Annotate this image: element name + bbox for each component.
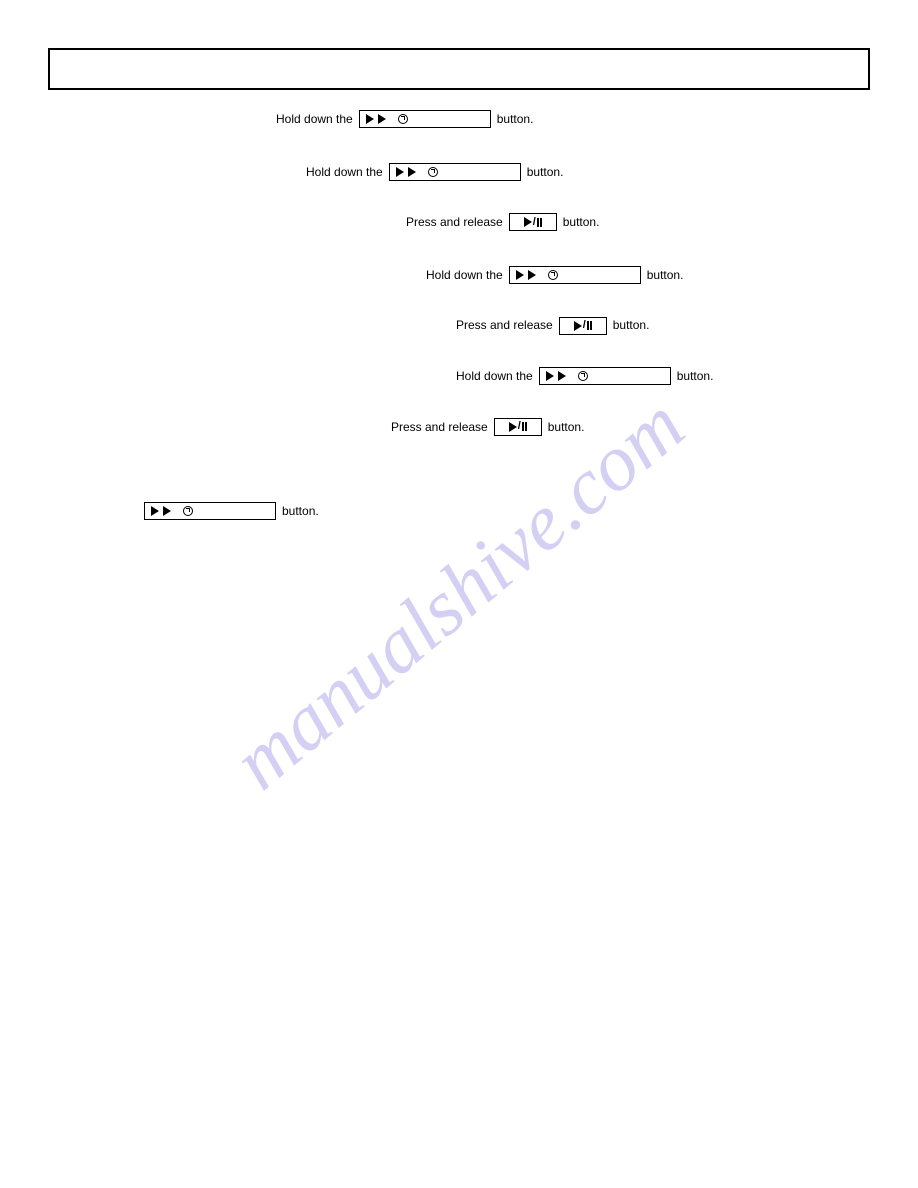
step-text-before: Hold down the (306, 163, 383, 182)
section-title-box (48, 48, 870, 90)
clock-icon (548, 270, 558, 280)
step-text-after: button. (647, 266, 684, 285)
clock-icon (428, 167, 438, 177)
pause-icon (537, 218, 542, 227)
step-row: Press and release / button. (96, 418, 822, 437)
skip-clock-button[interactable] (509, 266, 641, 284)
play-icon (509, 422, 517, 432)
fast-forward-icon (366, 114, 408, 124)
step-row: Press and release / button. (96, 213, 822, 232)
step-row: button. (96, 502, 822, 521)
step-text-after: button. (527, 163, 564, 182)
play-pause-button[interactable]: / (494, 418, 542, 436)
step-text-before: Hold down the (456, 367, 533, 386)
fast-forward-icon (546, 371, 588, 381)
step-row: Hold down the button. (96, 367, 822, 386)
step-text-after: button. (282, 502, 319, 521)
fast-forward-icon (396, 167, 438, 177)
clock-icon (398, 114, 408, 124)
step-text-after: button. (548, 418, 585, 437)
step-row: Hold down the button. (96, 266, 822, 285)
page-container: Hold down the button. Hold down the butt… (0, 0, 918, 551)
step-row: Hold down the button. (96, 163, 822, 182)
skip-clock-button[interactable] (539, 367, 671, 385)
content-area: Hold down the button. Hold down the butt… (48, 110, 870, 521)
fast-forward-icon (516, 270, 558, 280)
slash-icon: / (518, 418, 521, 435)
step-text-after: button. (677, 367, 714, 386)
step-text-before: Press and release (406, 213, 503, 232)
slash-icon: / (583, 317, 586, 334)
play-pause-button[interactable]: / (559, 317, 607, 335)
pause-icon (522, 422, 527, 431)
step-row: Press and release / button. (96, 316, 822, 335)
clock-icon (578, 371, 588, 381)
step-text-before: Hold down the (426, 266, 503, 285)
play-icon (574, 321, 582, 331)
play-icon (524, 217, 532, 227)
fast-forward-icon (151, 506, 193, 516)
skip-clock-button[interactable] (144, 502, 276, 520)
step-text-after: button. (613, 316, 650, 335)
step-text-before: Hold down the (276, 110, 353, 129)
play-pause-button[interactable]: / (509, 213, 557, 231)
skip-clock-button[interactable] (389, 163, 521, 181)
step-text-after: button. (497, 110, 534, 129)
slash-icon: / (533, 214, 536, 231)
step-text-before: Press and release (456, 316, 553, 335)
step-text-after: button. (563, 213, 600, 232)
skip-clock-button[interactable] (359, 110, 491, 128)
clock-icon (183, 506, 193, 516)
step-text-before: Press and release (391, 418, 488, 437)
step-row: Hold down the button. (96, 110, 822, 129)
pause-icon (587, 321, 592, 330)
